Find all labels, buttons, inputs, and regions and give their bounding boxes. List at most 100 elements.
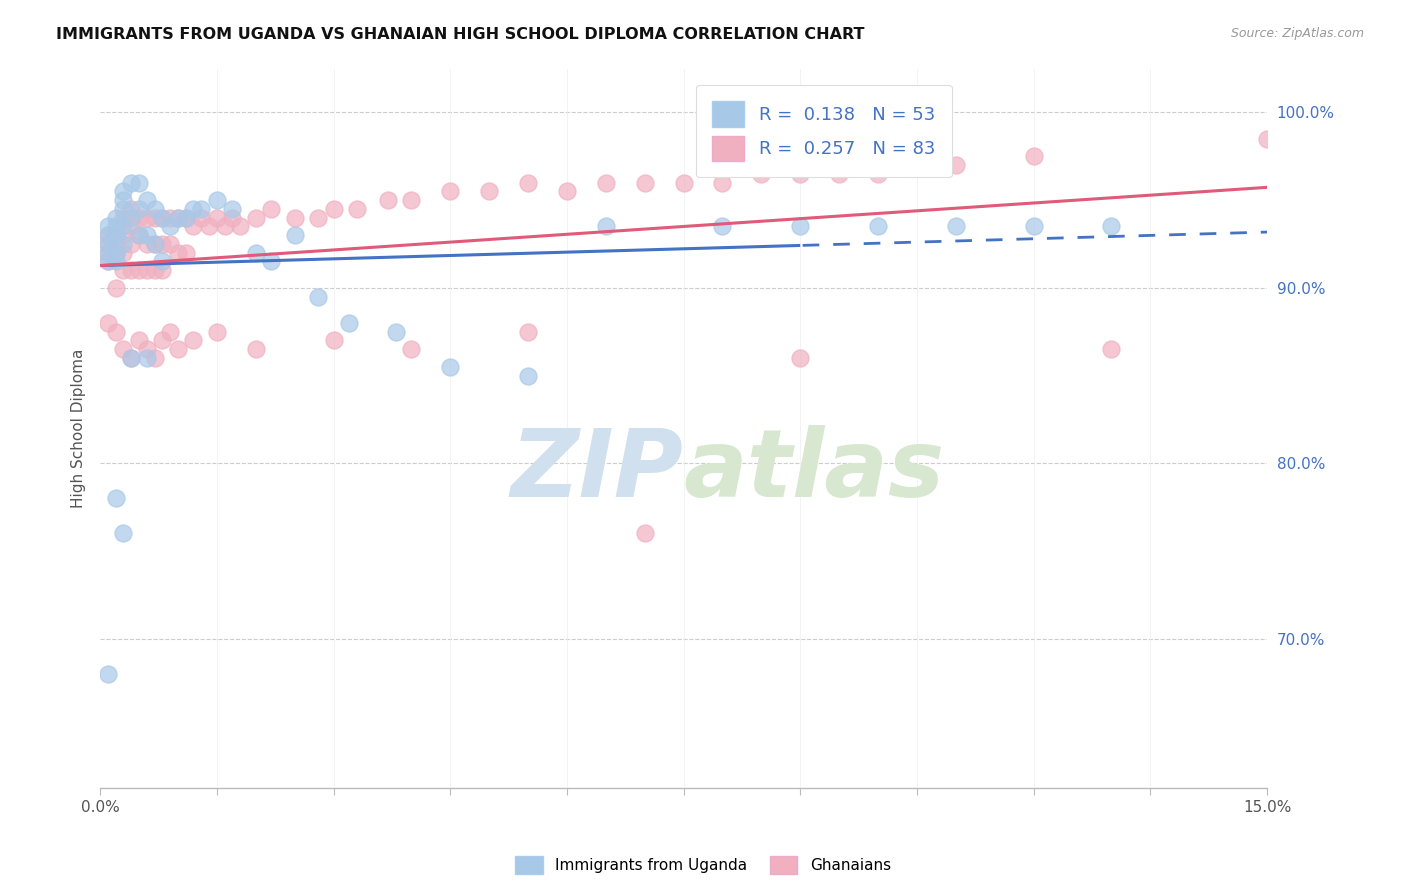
Point xyxy=(120,211,142,225)
Point xyxy=(120,219,142,234)
Point xyxy=(945,219,967,234)
Point xyxy=(868,219,890,234)
Point xyxy=(322,334,344,348)
Point xyxy=(789,167,811,181)
Point xyxy=(478,184,501,198)
Point xyxy=(245,211,267,225)
Point xyxy=(159,325,181,339)
Point xyxy=(555,184,578,198)
Point xyxy=(150,211,173,225)
Point xyxy=(104,211,127,225)
Y-axis label: High School Diploma: High School Diploma xyxy=(72,349,86,508)
Point xyxy=(97,316,120,330)
Point xyxy=(120,351,142,365)
Point xyxy=(1256,131,1278,145)
Point xyxy=(128,202,150,216)
Point xyxy=(112,342,135,356)
Point xyxy=(97,236,120,251)
Legend: R =  0.138   N = 53, R =  0.257   N = 83: R = 0.138 N = 53, R = 0.257 N = 83 xyxy=(696,85,952,178)
Point xyxy=(104,325,127,339)
Point xyxy=(135,342,157,356)
Point xyxy=(112,184,135,198)
Point xyxy=(150,263,173,277)
Point xyxy=(221,202,243,216)
Text: Source: ZipAtlas.com: Source: ZipAtlas.com xyxy=(1230,27,1364,40)
Point xyxy=(167,211,190,225)
Point xyxy=(128,263,150,277)
Point xyxy=(128,228,150,243)
Point xyxy=(120,263,142,277)
Point xyxy=(143,236,166,251)
Point xyxy=(711,219,734,234)
Point xyxy=(112,245,135,260)
Point xyxy=(260,254,283,268)
Point xyxy=(120,351,142,365)
Point xyxy=(120,176,142,190)
Point xyxy=(112,219,135,234)
Point xyxy=(150,236,173,251)
Point xyxy=(112,526,135,541)
Legend: Immigrants from Uganda, Ghanaians: Immigrants from Uganda, Ghanaians xyxy=(509,850,897,880)
Point xyxy=(245,245,267,260)
Point xyxy=(97,254,120,268)
Point xyxy=(868,167,890,181)
Point xyxy=(135,211,157,225)
Point xyxy=(104,245,127,260)
Text: atlas: atlas xyxy=(683,425,945,517)
Point xyxy=(1101,219,1123,234)
Point xyxy=(183,219,205,234)
Point xyxy=(307,211,329,225)
Point xyxy=(174,211,197,225)
Point xyxy=(143,211,166,225)
Point xyxy=(183,334,205,348)
Point xyxy=(337,316,360,330)
Point xyxy=(439,184,461,198)
Point xyxy=(377,193,399,207)
Point xyxy=(167,245,190,260)
Point xyxy=(104,228,127,243)
Point xyxy=(120,202,142,216)
Point xyxy=(128,211,150,225)
Point xyxy=(97,219,120,234)
Point xyxy=(97,245,120,260)
Point xyxy=(183,202,205,216)
Point xyxy=(284,228,307,243)
Point xyxy=(112,211,135,225)
Point xyxy=(112,228,135,243)
Point xyxy=(128,334,150,348)
Point xyxy=(97,666,120,681)
Point xyxy=(104,228,127,243)
Point xyxy=(159,219,181,234)
Point xyxy=(97,228,120,243)
Point xyxy=(634,526,657,541)
Point xyxy=(143,236,166,251)
Point xyxy=(97,236,120,251)
Point xyxy=(104,236,127,251)
Point xyxy=(190,202,212,216)
Point xyxy=(828,167,851,181)
Point xyxy=(174,211,197,225)
Point xyxy=(517,325,540,339)
Point xyxy=(150,334,173,348)
Point xyxy=(401,342,423,356)
Point xyxy=(143,202,166,216)
Point xyxy=(517,368,540,383)
Point xyxy=(128,176,150,190)
Point xyxy=(120,236,142,251)
Point xyxy=(260,202,283,216)
Point xyxy=(135,236,157,251)
Text: ZIP: ZIP xyxy=(510,425,683,517)
Point xyxy=(112,236,135,251)
Point xyxy=(205,325,228,339)
Point xyxy=(221,211,243,225)
Point xyxy=(112,263,135,277)
Point xyxy=(97,228,120,243)
Point xyxy=(167,342,190,356)
Point xyxy=(97,254,120,268)
Point xyxy=(143,351,166,365)
Point xyxy=(205,193,228,207)
Point xyxy=(150,211,173,225)
Point xyxy=(1022,149,1045,163)
Point xyxy=(672,176,695,190)
Point xyxy=(205,211,228,225)
